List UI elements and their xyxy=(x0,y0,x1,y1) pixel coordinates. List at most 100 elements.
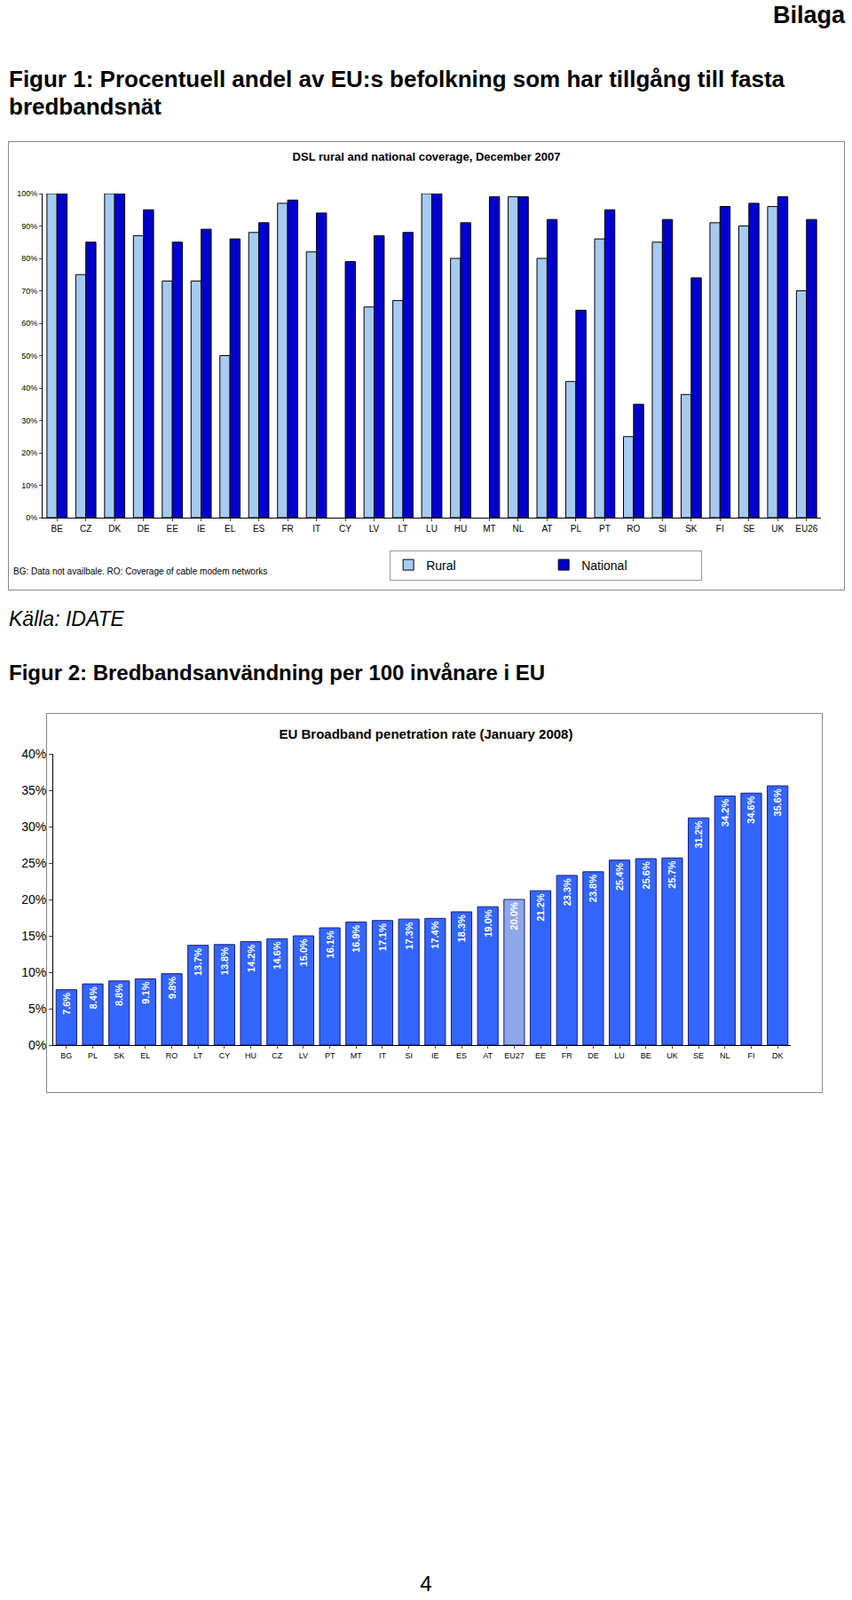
svg-text:FI: FI xyxy=(716,523,725,534)
svg-text:SI: SI xyxy=(404,1050,413,1060)
svg-text:ES: ES xyxy=(456,1050,467,1060)
svg-text:LV: LV xyxy=(369,523,380,534)
svg-text:70%: 70% xyxy=(21,286,38,296)
svg-text:IT: IT xyxy=(378,1050,387,1060)
svg-text:UK: UK xyxy=(666,1050,679,1060)
svg-text:25.6%: 25.6% xyxy=(640,860,652,889)
svg-text:0%: 0% xyxy=(28,1037,47,1052)
svg-text:0%: 0% xyxy=(25,512,38,522)
svg-text:EU26: EU26 xyxy=(795,523,818,534)
svg-text:80%: 80% xyxy=(21,253,38,263)
svg-text:PL: PL xyxy=(87,1050,98,1060)
svg-text:SK: SK xyxy=(685,523,698,534)
svg-text:10%: 10% xyxy=(21,481,38,490)
svg-text:HU: HU xyxy=(454,523,467,534)
svg-text:ES: ES xyxy=(252,523,266,534)
svg-text:DE: DE xyxy=(587,1050,600,1060)
svg-text:National: National xyxy=(581,558,627,573)
svg-text:DK: DK xyxy=(772,1050,784,1060)
svg-text:21.2%: 21.2% xyxy=(535,892,546,921)
svg-text:8.4%: 8.4% xyxy=(87,986,99,1009)
svg-text:17.1%: 17.1% xyxy=(377,923,388,951)
svg-text:AT: AT xyxy=(482,1050,493,1060)
svg-text:DK: DK xyxy=(108,523,121,534)
svg-text:7.6%: 7.6% xyxy=(61,992,72,1015)
svg-text:30%: 30% xyxy=(21,819,47,834)
svg-text:17.4%: 17.4% xyxy=(429,920,441,948)
svg-text:5%: 5% xyxy=(28,1001,47,1016)
svg-text:IE: IE xyxy=(197,523,206,534)
svg-text:DSL rural and national coverag: DSL rural and national coverage, Decembe… xyxy=(292,149,561,164)
svg-text:25%: 25% xyxy=(21,855,47,870)
svg-text:13.7%: 13.7% xyxy=(192,947,204,976)
svg-text:EL: EL xyxy=(224,523,237,534)
svg-text:SE: SE xyxy=(742,523,756,534)
svg-text:13.8%: 13.8% xyxy=(219,946,230,975)
svg-text:CY: CY xyxy=(219,1050,231,1060)
svg-text:Rural: Rural xyxy=(426,558,456,573)
svg-text:30%: 30% xyxy=(21,416,38,426)
svg-text:CY: CY xyxy=(339,523,352,534)
svg-text:20.0%: 20.0% xyxy=(508,901,520,930)
svg-text:20%: 20% xyxy=(21,891,47,907)
svg-text:100%: 100% xyxy=(16,189,38,198)
svg-text:SI: SI xyxy=(658,523,667,534)
svg-text:AT: AT xyxy=(541,523,553,534)
svg-text:LT: LT xyxy=(193,1050,203,1060)
svg-text:BG: BG xyxy=(60,1050,72,1060)
svg-text:90%: 90% xyxy=(21,221,38,231)
svg-text:IT: IT xyxy=(312,523,321,534)
svg-text:25.7%: 25.7% xyxy=(666,859,678,888)
svg-text:NL: NL xyxy=(719,1050,731,1060)
svg-text:14.6%: 14.6% xyxy=(271,940,283,969)
svg-text:19.0%: 19.0% xyxy=(482,908,494,937)
svg-text:IE: IE xyxy=(431,1050,440,1060)
svg-text:LT: LT xyxy=(398,523,409,534)
svg-text:25.4%: 25.4% xyxy=(614,862,625,891)
svg-text:40%: 40% xyxy=(21,383,38,393)
svg-text:23.3%: 23.3% xyxy=(561,877,573,906)
svg-text:60%: 60% xyxy=(21,318,38,328)
svg-text:CZ: CZ xyxy=(271,1050,283,1060)
svg-text:EU27: EU27 xyxy=(504,1050,525,1060)
svg-text:BG: Data not availbale. RO: Co: BG: Data not availbale. RO: Coverage of … xyxy=(13,566,268,576)
svg-text:14.2%: 14.2% xyxy=(245,944,257,972)
svg-text:35.6%: 35.6% xyxy=(772,788,783,816)
svg-text:BE: BE xyxy=(51,523,64,534)
svg-text:35%: 35% xyxy=(21,782,47,797)
svg-text:LU: LU xyxy=(614,1050,625,1060)
svg-text:31.2%: 31.2% xyxy=(693,820,704,848)
svg-text:FR: FR xyxy=(561,1050,573,1060)
svg-text:9.8%: 9.8% xyxy=(166,976,178,999)
svg-text:34.2%: 34.2% xyxy=(719,798,731,827)
svg-text:FR: FR xyxy=(281,523,293,534)
svg-text:RO: RO xyxy=(626,523,640,534)
svg-text:17.3%: 17.3% xyxy=(403,921,415,949)
svg-text:LV: LV xyxy=(299,1050,308,1060)
svg-text:LU: LU xyxy=(426,523,438,534)
svg-text:40%: 40% xyxy=(21,746,47,761)
svg-text:EU Broadband penetration rate: EU Broadband penetration rate (January 2… xyxy=(279,725,574,742)
svg-text:16.9%: 16.9% xyxy=(350,923,362,952)
svg-text:NL: NL xyxy=(512,523,525,534)
svg-text:9.1%: 9.1% xyxy=(140,980,151,1003)
svg-text:BE: BE xyxy=(640,1050,652,1060)
svg-text:20%: 20% xyxy=(21,448,38,458)
svg-text:SK: SK xyxy=(113,1050,125,1060)
svg-text:50%: 50% xyxy=(21,351,38,361)
svg-text:EL: EL xyxy=(140,1050,150,1060)
svg-text:SE: SE xyxy=(693,1050,704,1060)
svg-text:MT: MT xyxy=(350,1050,363,1060)
svg-text:HU: HU xyxy=(244,1050,257,1060)
svg-text:DE: DE xyxy=(137,523,150,534)
svg-text:MT: MT xyxy=(482,523,496,534)
svg-text:8.8%: 8.8% xyxy=(113,983,125,1006)
svg-text:UK: UK xyxy=(771,523,784,534)
svg-text:16.1%: 16.1% xyxy=(324,930,336,958)
svg-text:EE: EE xyxy=(165,523,179,534)
svg-text:CZ: CZ xyxy=(79,523,92,534)
svg-text:FI: FI xyxy=(747,1050,755,1060)
svg-text:10%: 10% xyxy=(21,964,47,979)
svg-text:PL: PL xyxy=(570,523,583,534)
svg-text:15.0%: 15.0% xyxy=(298,938,309,966)
